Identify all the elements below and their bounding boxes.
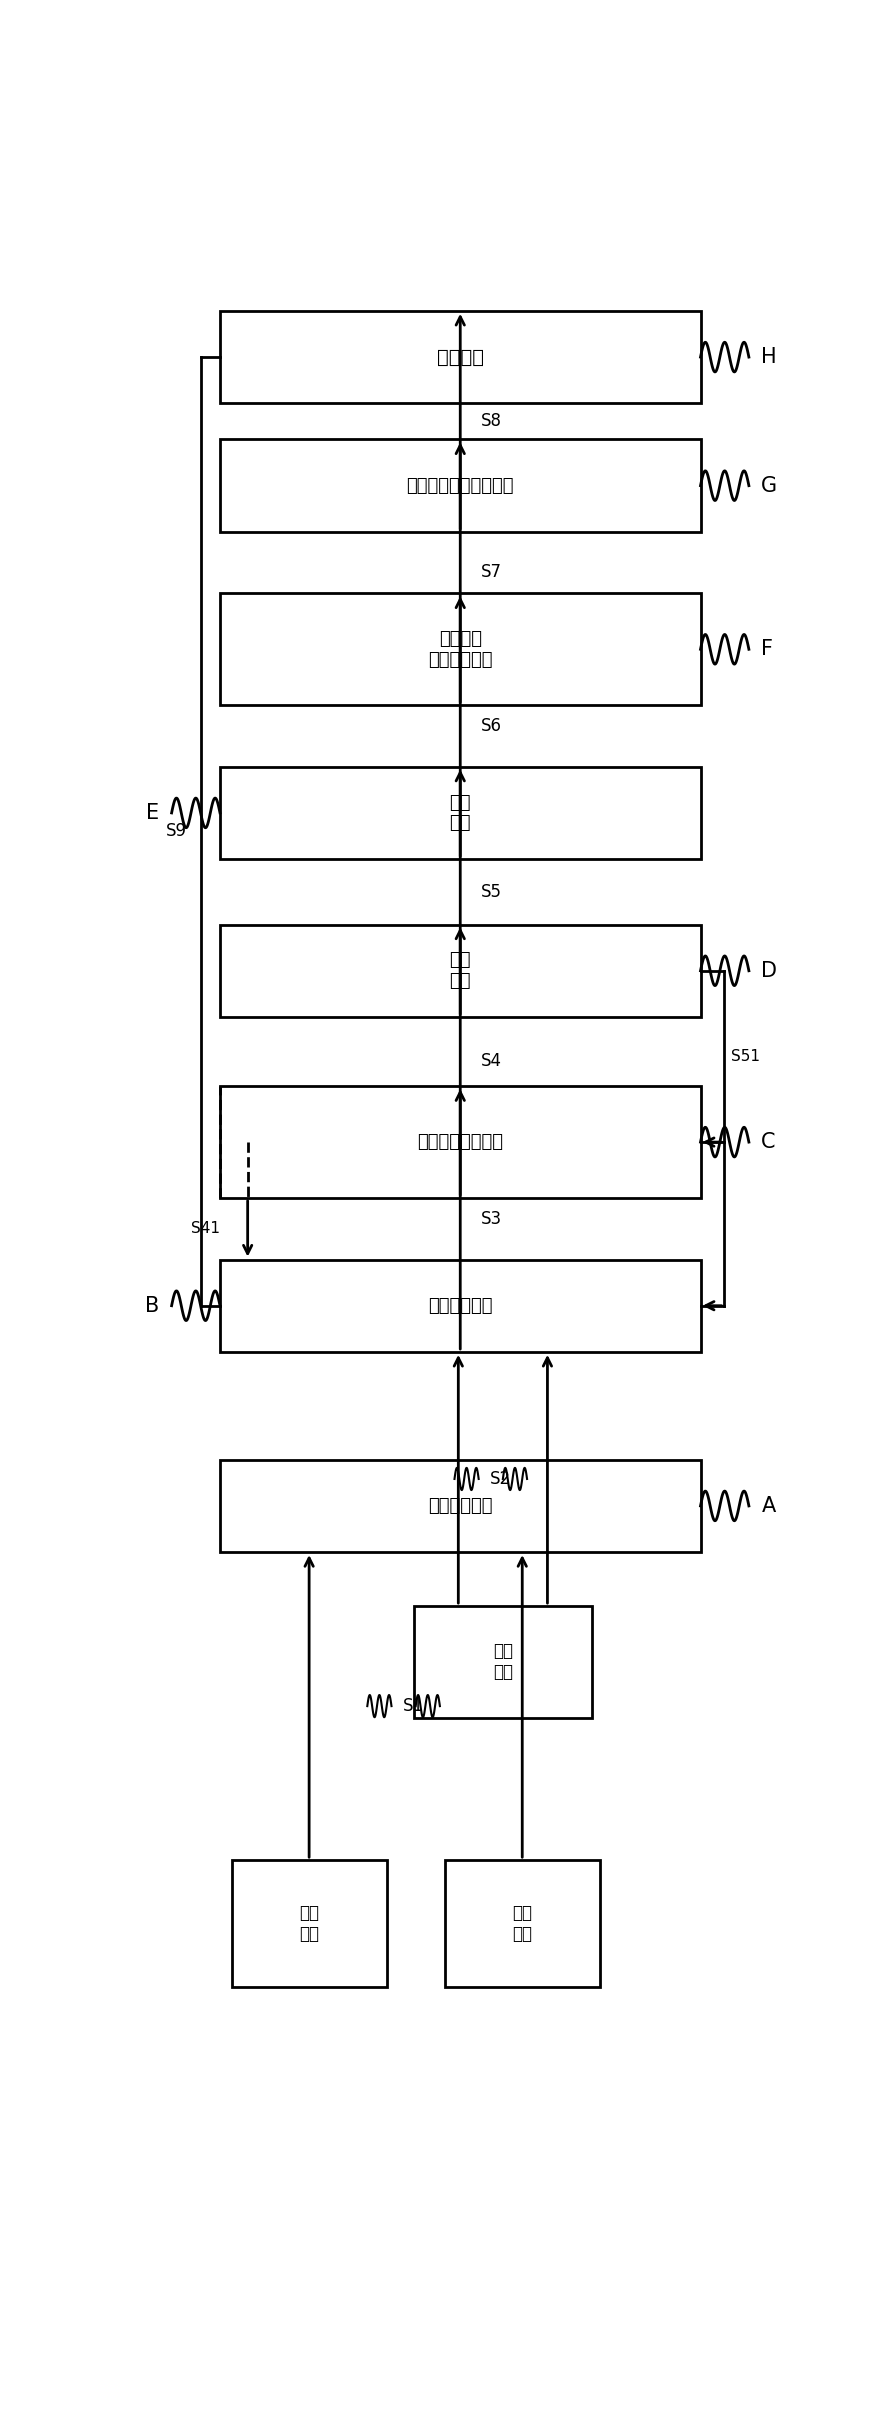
Text: F: F xyxy=(762,639,773,658)
FancyBboxPatch shape xyxy=(445,1861,599,1987)
Text: S9: S9 xyxy=(166,822,186,841)
Text: 检测
系统: 检测 系统 xyxy=(450,952,471,991)
Text: A: A xyxy=(762,1495,775,1517)
Text: 反应温育模块: 反应温育模块 xyxy=(428,1297,492,1314)
Text: 数据处理分析输出模块: 数据处理分析输出模块 xyxy=(407,477,514,494)
FancyBboxPatch shape xyxy=(220,923,700,1017)
Text: H: H xyxy=(762,347,777,366)
Text: 试剂
系统: 试剂 系统 xyxy=(493,1642,513,1680)
Text: 排样
系统: 排样 系统 xyxy=(299,1905,319,1943)
FancyBboxPatch shape xyxy=(220,439,700,533)
FancyBboxPatch shape xyxy=(220,593,700,704)
FancyBboxPatch shape xyxy=(414,1606,592,1717)
Text: S2: S2 xyxy=(490,1471,511,1488)
Text: G: G xyxy=(762,475,778,497)
Text: S5: S5 xyxy=(481,882,502,902)
Text: S4: S4 xyxy=(481,1051,502,1070)
Text: S8: S8 xyxy=(481,412,502,432)
Text: S1: S1 xyxy=(402,1697,424,1714)
Text: 样本
系统: 样本 系统 xyxy=(512,1905,533,1943)
Text: B: B xyxy=(145,1295,159,1316)
Text: S51: S51 xyxy=(731,1049,760,1063)
Text: D: D xyxy=(762,960,777,981)
FancyBboxPatch shape xyxy=(220,1459,700,1553)
Text: E: E xyxy=(146,803,159,822)
Text: 磁场激发
信号检测系统: 磁场激发 信号检测系统 xyxy=(428,629,492,668)
Text: S7: S7 xyxy=(481,564,502,581)
Text: 样品处理模块: 样品处理模块 xyxy=(428,1497,492,1514)
Text: S3: S3 xyxy=(481,1210,502,1227)
FancyBboxPatch shape xyxy=(232,1861,386,1987)
Text: 磁珠分离清洗模块: 磁珠分离清洗模块 xyxy=(417,1133,503,1150)
FancyBboxPatch shape xyxy=(220,1087,700,1198)
FancyBboxPatch shape xyxy=(220,767,700,858)
FancyBboxPatch shape xyxy=(220,311,700,403)
Text: S6: S6 xyxy=(481,718,502,735)
Text: 发光
系统: 发光 系统 xyxy=(450,793,471,832)
Text: C: C xyxy=(762,1133,776,1152)
Text: 结果输出: 结果输出 xyxy=(437,347,483,366)
FancyBboxPatch shape xyxy=(220,1259,700,1353)
Text: S41: S41 xyxy=(191,1222,220,1237)
